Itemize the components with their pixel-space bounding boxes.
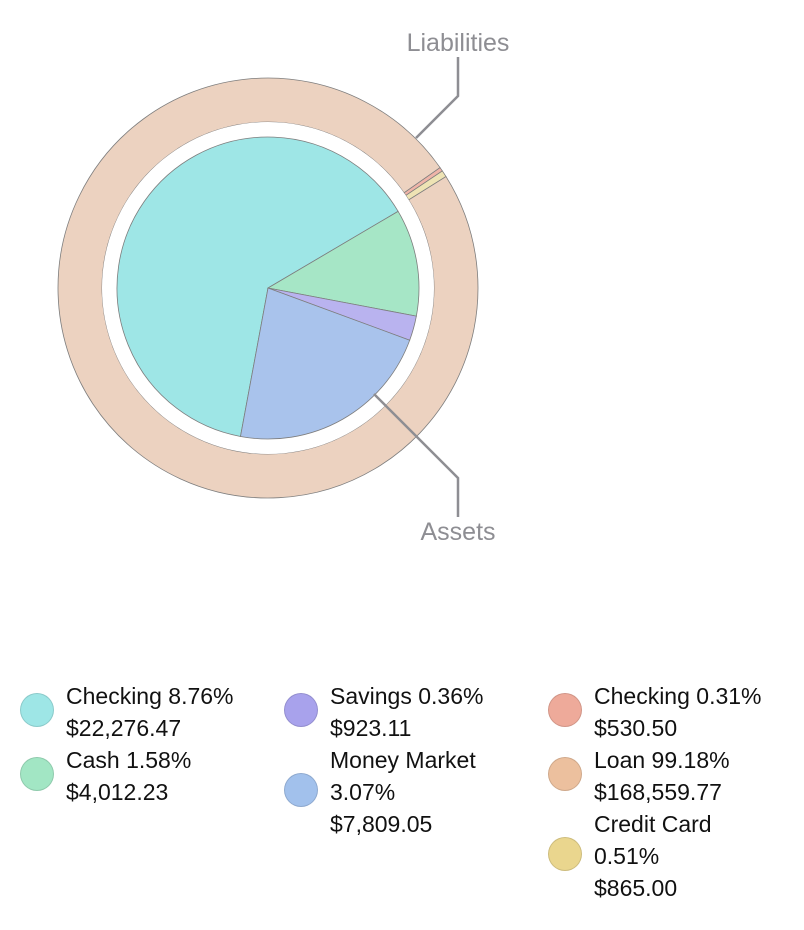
liabilities-leader-line [415, 57, 460, 139]
legend: Checking 8.76% $22,276.47 Cash 1.58% $4,… [0, 680, 804, 920]
legend-item-checking-liability: Checking 0.31% $530.50 [528, 680, 778, 744]
legend-text: Cash 1.58% $4,012.23 [66, 744, 250, 808]
legend-swatch [20, 693, 54, 727]
assets-label: Assets [420, 518, 495, 546]
legend-swatch [284, 773, 318, 807]
liabilities-label: Liabilities [407, 29, 510, 57]
legend-label: Checking 0.31% [594, 683, 762, 709]
legend-swatch [284, 693, 318, 727]
legend-item-cash: Cash 1.58% $4,012.23 [0, 744, 250, 808]
legend-column-assets-1: Checking 8.76% $22,276.47 Cash 1.58% $4,… [0, 680, 250, 808]
legend-label: Money Market [330, 747, 476, 773]
legend-label: Savings 0.36% [330, 683, 484, 709]
legend-swatch [548, 837, 582, 871]
legend-percent: 3.07% [330, 779, 396, 805]
legend-column-liabilities: Checking 0.31% $530.50 Loan 99.18% $168,… [528, 680, 778, 904]
legend-label: Checking 8.76% [66, 683, 234, 709]
legend-value: $530.50 [594, 715, 678, 741]
legend-value: $7,809.05 [330, 811, 433, 837]
legend-text: Money Market 3.07% $7,809.05 [330, 744, 514, 840]
legend-text: Savings 0.36% $923.11 [330, 680, 514, 744]
legend-item-savings: Savings 0.36% $923.11 [264, 680, 514, 744]
legend-swatch [548, 757, 582, 791]
slice-assets-cash [266, 210, 420, 317]
donut-chart: Liabilities Assets [57, 29, 510, 546]
legend-value: $22,276.47 [66, 715, 182, 741]
legend-column-assets-2: Savings 0.36% $923.11 Money Market 3.07%… [264, 680, 514, 840]
legend-swatch [548, 693, 582, 727]
legend-text: Checking 0.31% $530.50 [594, 680, 778, 744]
legend-swatch [20, 757, 54, 791]
legend-text: Loan 99.18% $168,559.77 [594, 744, 778, 808]
legend-value: $168,559.77 [594, 779, 722, 805]
legend-percent: 0.51% [594, 843, 660, 869]
slice-assets-money-market [240, 287, 411, 440]
assets-leader-line [373, 393, 460, 517]
legend-text: Checking 8.76% $22,276.47 [66, 680, 250, 744]
assets-pie [116, 136, 420, 440]
legend-label: Loan 99.18% [594, 747, 730, 773]
legend-label: Cash 1.58% [66, 747, 192, 773]
legend-item-checking: Checking 8.76% $22,276.47 [0, 680, 250, 744]
legend-item-credit-card: Credit Card 0.51% $865.00 [528, 808, 778, 904]
legend-label: Credit Card [594, 811, 712, 837]
legend-value: $4,012.23 [66, 779, 169, 805]
legend-value: $865.00 [594, 875, 678, 901]
legend-item-money-market: Money Market 3.07% $7,809.05 [264, 744, 514, 840]
slice-assets-checking [116, 136, 399, 437]
legend-item-loan: Loan 99.18% $168,559.77 [528, 744, 778, 808]
legend-text: Credit Card 0.51% $865.00 [594, 808, 778, 904]
legend-value: $923.11 [330, 715, 412, 741]
